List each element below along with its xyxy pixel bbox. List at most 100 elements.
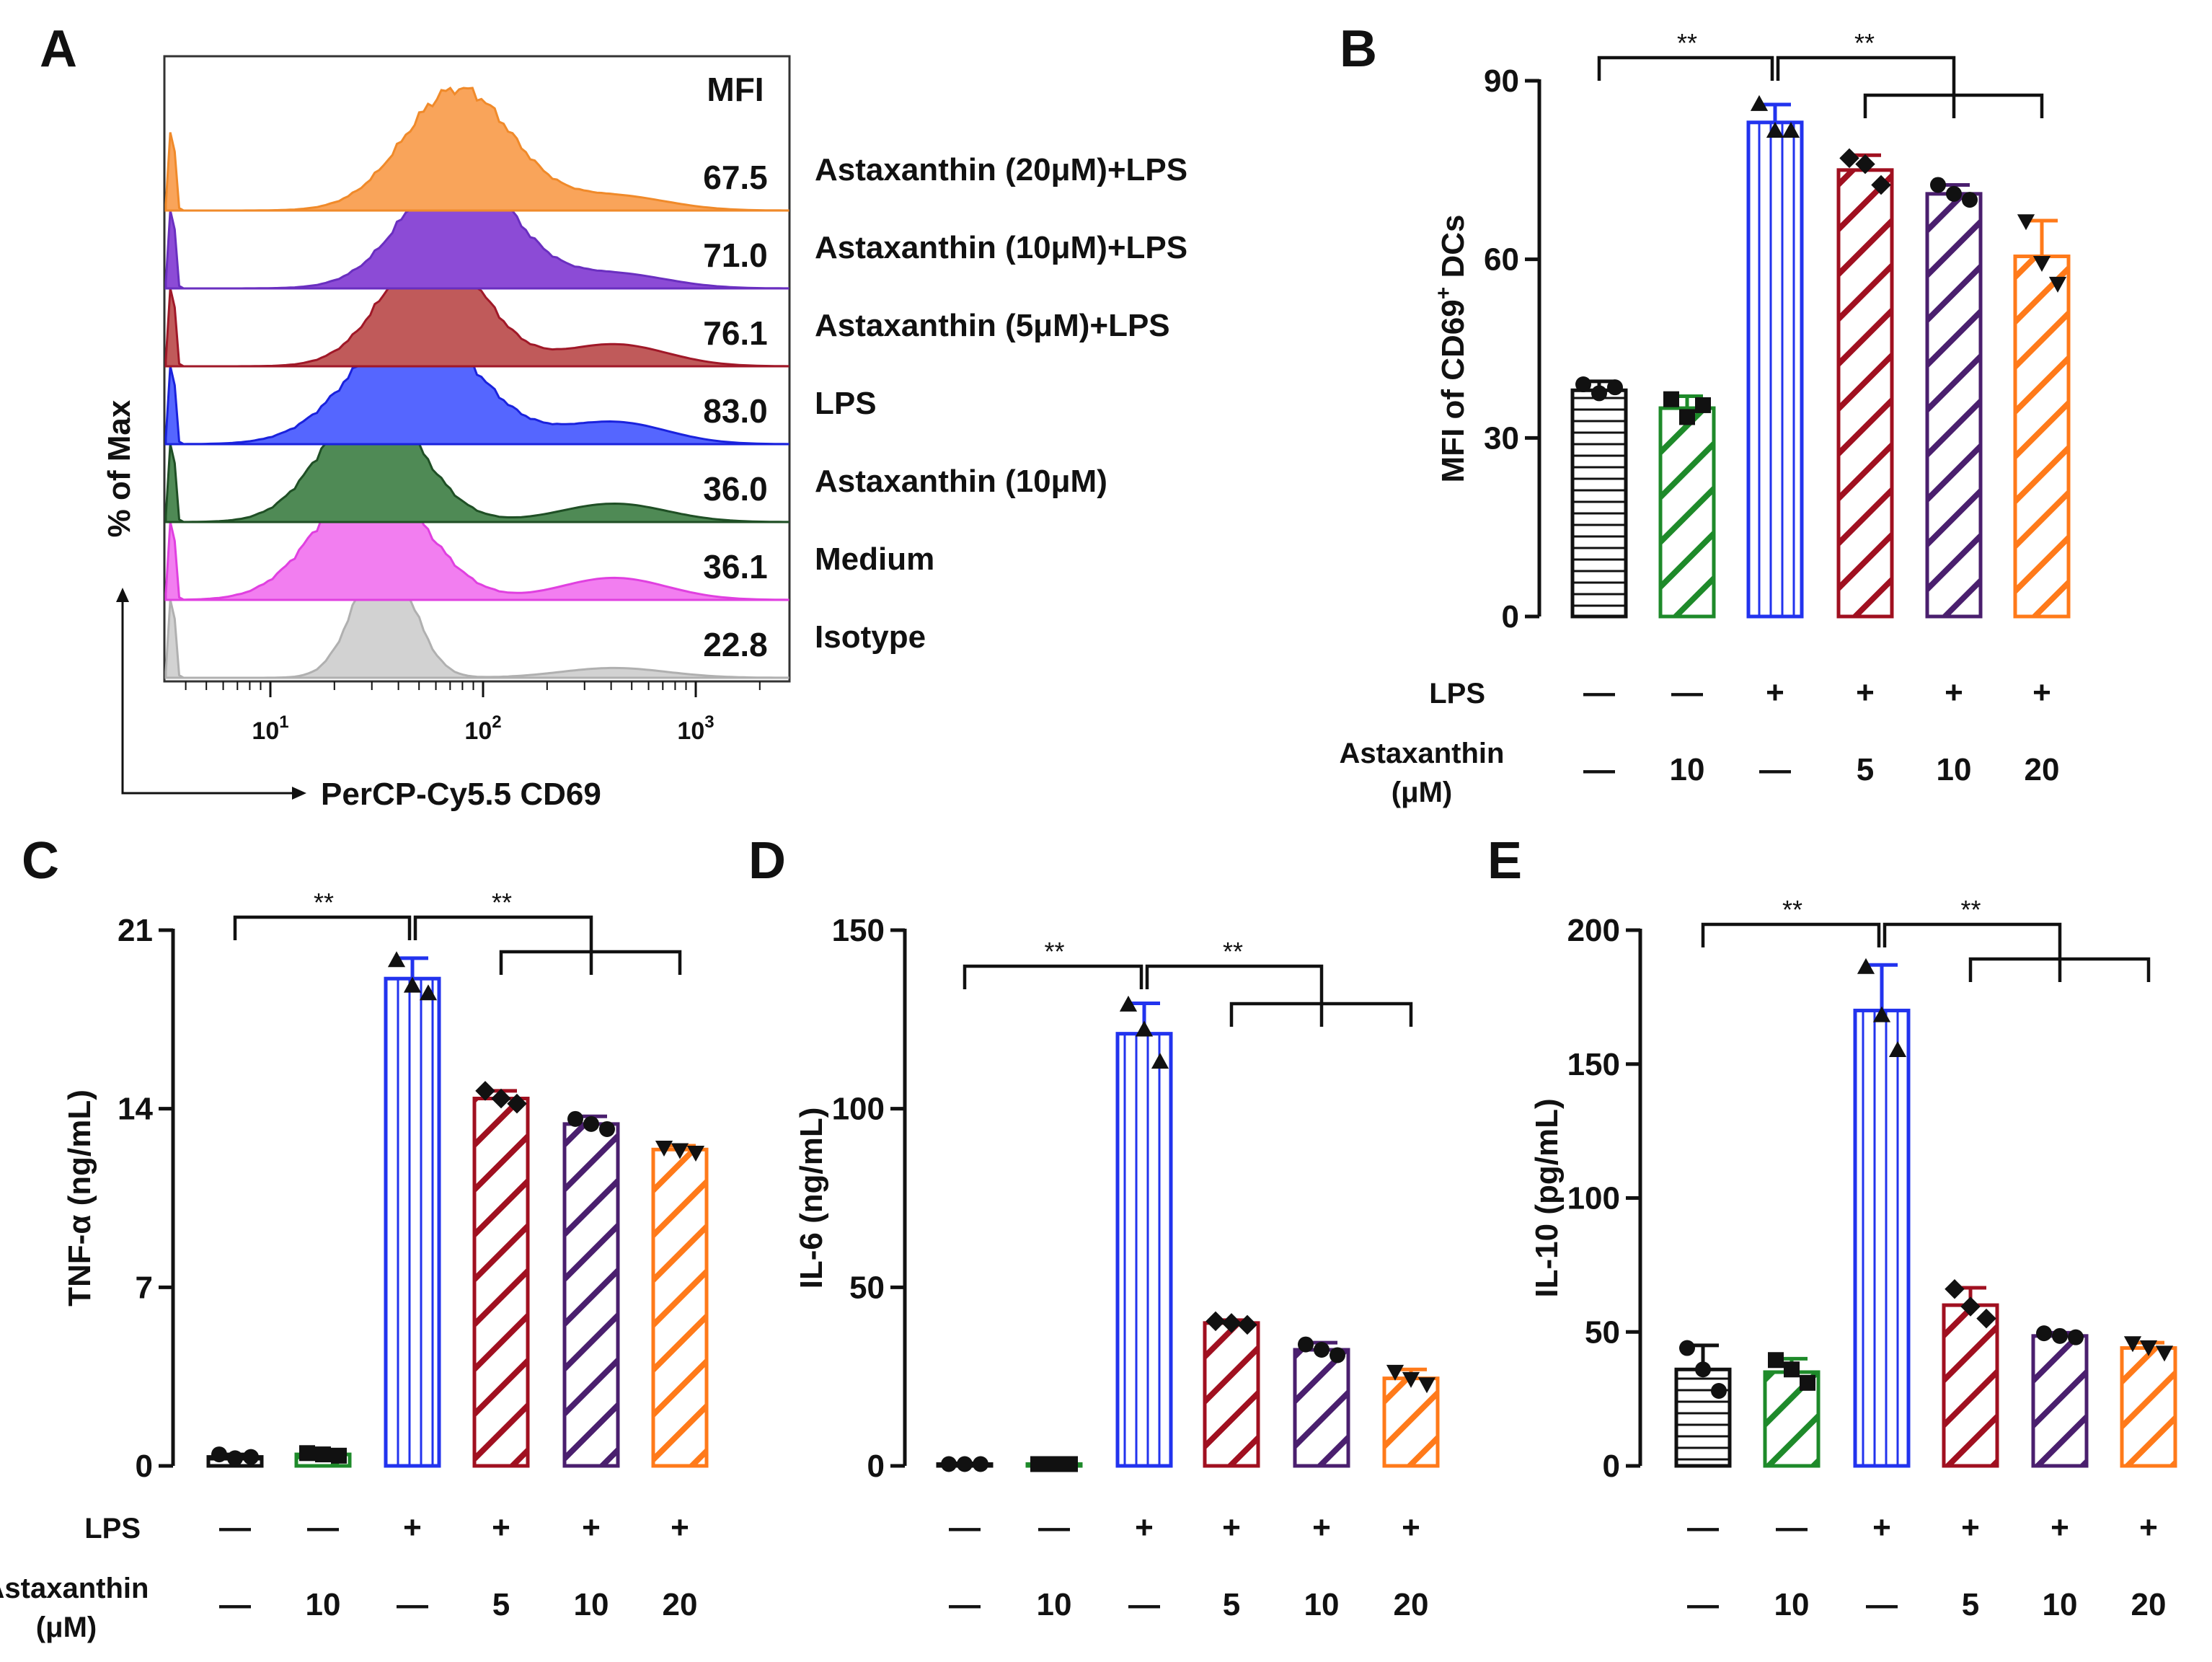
bar-group: +10: [2031, 1325, 2089, 1622]
y-tick-label: 200: [1567, 913, 1620, 948]
y-tick-label: 7: [136, 1270, 153, 1305]
data-point: [1800, 1374, 1815, 1391]
astaxanthin-dose: —: [1687, 1587, 1719, 1622]
y-tick-label: 150: [1567, 1047, 1620, 1082]
bar: [472, 1097, 530, 1468]
x-tick-label: 101: [252, 712, 288, 745]
astaxanthin-row-label: Astaxanthin: [1340, 738, 1505, 769]
astaxanthin-dose: 5: [1223, 1587, 1240, 1622]
data-point: [1766, 121, 1784, 138]
astaxanthin-dose: 10: [1937, 752, 1972, 787]
y-axis-label: IL-6 (ng/mL): [794, 1108, 829, 1289]
y-tick-label: 0: [1502, 599, 1519, 635]
data-point: [227, 1450, 243, 1467]
data-point: [599, 1120, 615, 1137]
bar-group: +20: [2013, 214, 2071, 787]
data-point: [1872, 1006, 1891, 1022]
data-point: [1151, 1053, 1169, 1069]
lps-sign: +: [1312, 1510, 1331, 1545]
data-point: [2155, 1345, 2174, 1362]
astaxanthin-dose: 20: [1394, 1587, 1429, 1622]
bar-group: — 10: [294, 1445, 352, 1622]
bar: [2031, 1334, 2089, 1468]
significance-bracket: [1597, 56, 1774, 81]
significance-stars: **: [1960, 895, 1981, 924]
data-point: [1839, 148, 1859, 169]
lps-sign: +: [2139, 1510, 2158, 1545]
lps-sign: +: [1872, 1510, 1891, 1545]
lps-sign: +: [1766, 675, 1784, 710]
astaxanthin-unit-label: (μM): [1392, 777, 1452, 808]
data-point: [1314, 1342, 1330, 1358]
panel-letter: A: [40, 20, 77, 78]
data-point: [1135, 1020, 1154, 1037]
data-point: [419, 984, 438, 1001]
bar: [1115, 1032, 1173, 1468]
y-axis-label: TNF-α (ng/mL): [62, 1089, 97, 1307]
significance-bracket: [1145, 964, 1324, 1004]
histogram-label: Isotype: [815, 619, 926, 655]
data-point: [1768, 1352, 1784, 1369]
histogram-curve: [164, 86, 789, 212]
bar-group: +5: [472, 1081, 530, 1622]
significance-stars: **: [1223, 937, 1243, 966]
y-arrow-head: [116, 588, 129, 602]
lps-sign: —: [1687, 1510, 1719, 1545]
histogram-label: Astaxanthin (10μM)+LPS: [815, 230, 1187, 265]
histogram-curve: [164, 476, 789, 601]
y-tick-label: 50: [1585, 1314, 1620, 1350]
x-arrow-head: [292, 787, 306, 800]
significance-bracket: [413, 915, 593, 952]
panel-letter: E: [1487, 832, 1522, 890]
bar-group: +20: [651, 1140, 709, 1622]
astaxanthin-dose: 10: [1670, 752, 1705, 787]
data-point: [1046, 1456, 1062, 1472]
data-point: [1946, 185, 1962, 202]
bar: [1925, 192, 1983, 619]
data-point: [1679, 409, 1695, 425]
data-point: [1945, 1279, 1965, 1299]
data-point: [1386, 1364, 1404, 1381]
data-point: [671, 1143, 689, 1159]
bar-group: ——: [1674, 1340, 1732, 1622]
bar: [1836, 168, 1894, 619]
bar-group: +—: [384, 951, 441, 1622]
significance-stars: **: [1854, 28, 1875, 58]
data-point: [1575, 376, 1591, 393]
astaxanthin-dose: 10: [1774, 1587, 1810, 1622]
astaxanthin-dose: —: [1128, 1587, 1160, 1622]
bar: [1658, 406, 1716, 619]
panel-letter: D: [748, 832, 786, 890]
data-point: [2017, 214, 2035, 231]
bar-group: +20: [1382, 1364, 1440, 1622]
data-point: [1062, 1456, 1078, 1472]
mfi-value: 36.0: [703, 470, 768, 508]
bar: [1853, 1008, 1911, 1468]
bar-group: +10: [1925, 177, 1983, 787]
y-tick-label: 21: [118, 913, 153, 948]
data-point: [973, 1456, 988, 1472]
astaxanthin-dose: —: [1759, 752, 1791, 787]
data-point: [1679, 1340, 1695, 1356]
bar: [384, 976, 441, 1468]
data-point: [2068, 1329, 2084, 1345]
significance-bracket: [963, 964, 1143, 989]
lps-sign: —: [219, 1510, 251, 1545]
data-point: [567, 1110, 583, 1127]
data-point: [299, 1445, 315, 1462]
astaxanthin-dose: —: [219, 1587, 251, 1622]
data-point: [387, 951, 406, 968]
data-point: [2048, 276, 2067, 293]
astaxanthin-dose: —: [1866, 1587, 1898, 1622]
lps-sign: —: [307, 1510, 339, 1545]
data-point: [1663, 391, 1679, 407]
histogram-label: LPS: [815, 386, 877, 421]
significance-bracket: [1883, 922, 2062, 959]
astaxanthin-dose: 10: [2043, 1587, 2078, 1622]
lps-sign: +: [2050, 1510, 2069, 1545]
significance-bracket: [233, 915, 412, 940]
y-tick-label: 90: [1484, 63, 1519, 99]
astaxanthin-dose: 20: [663, 1587, 698, 1622]
lps-sign: —: [949, 1510, 981, 1545]
